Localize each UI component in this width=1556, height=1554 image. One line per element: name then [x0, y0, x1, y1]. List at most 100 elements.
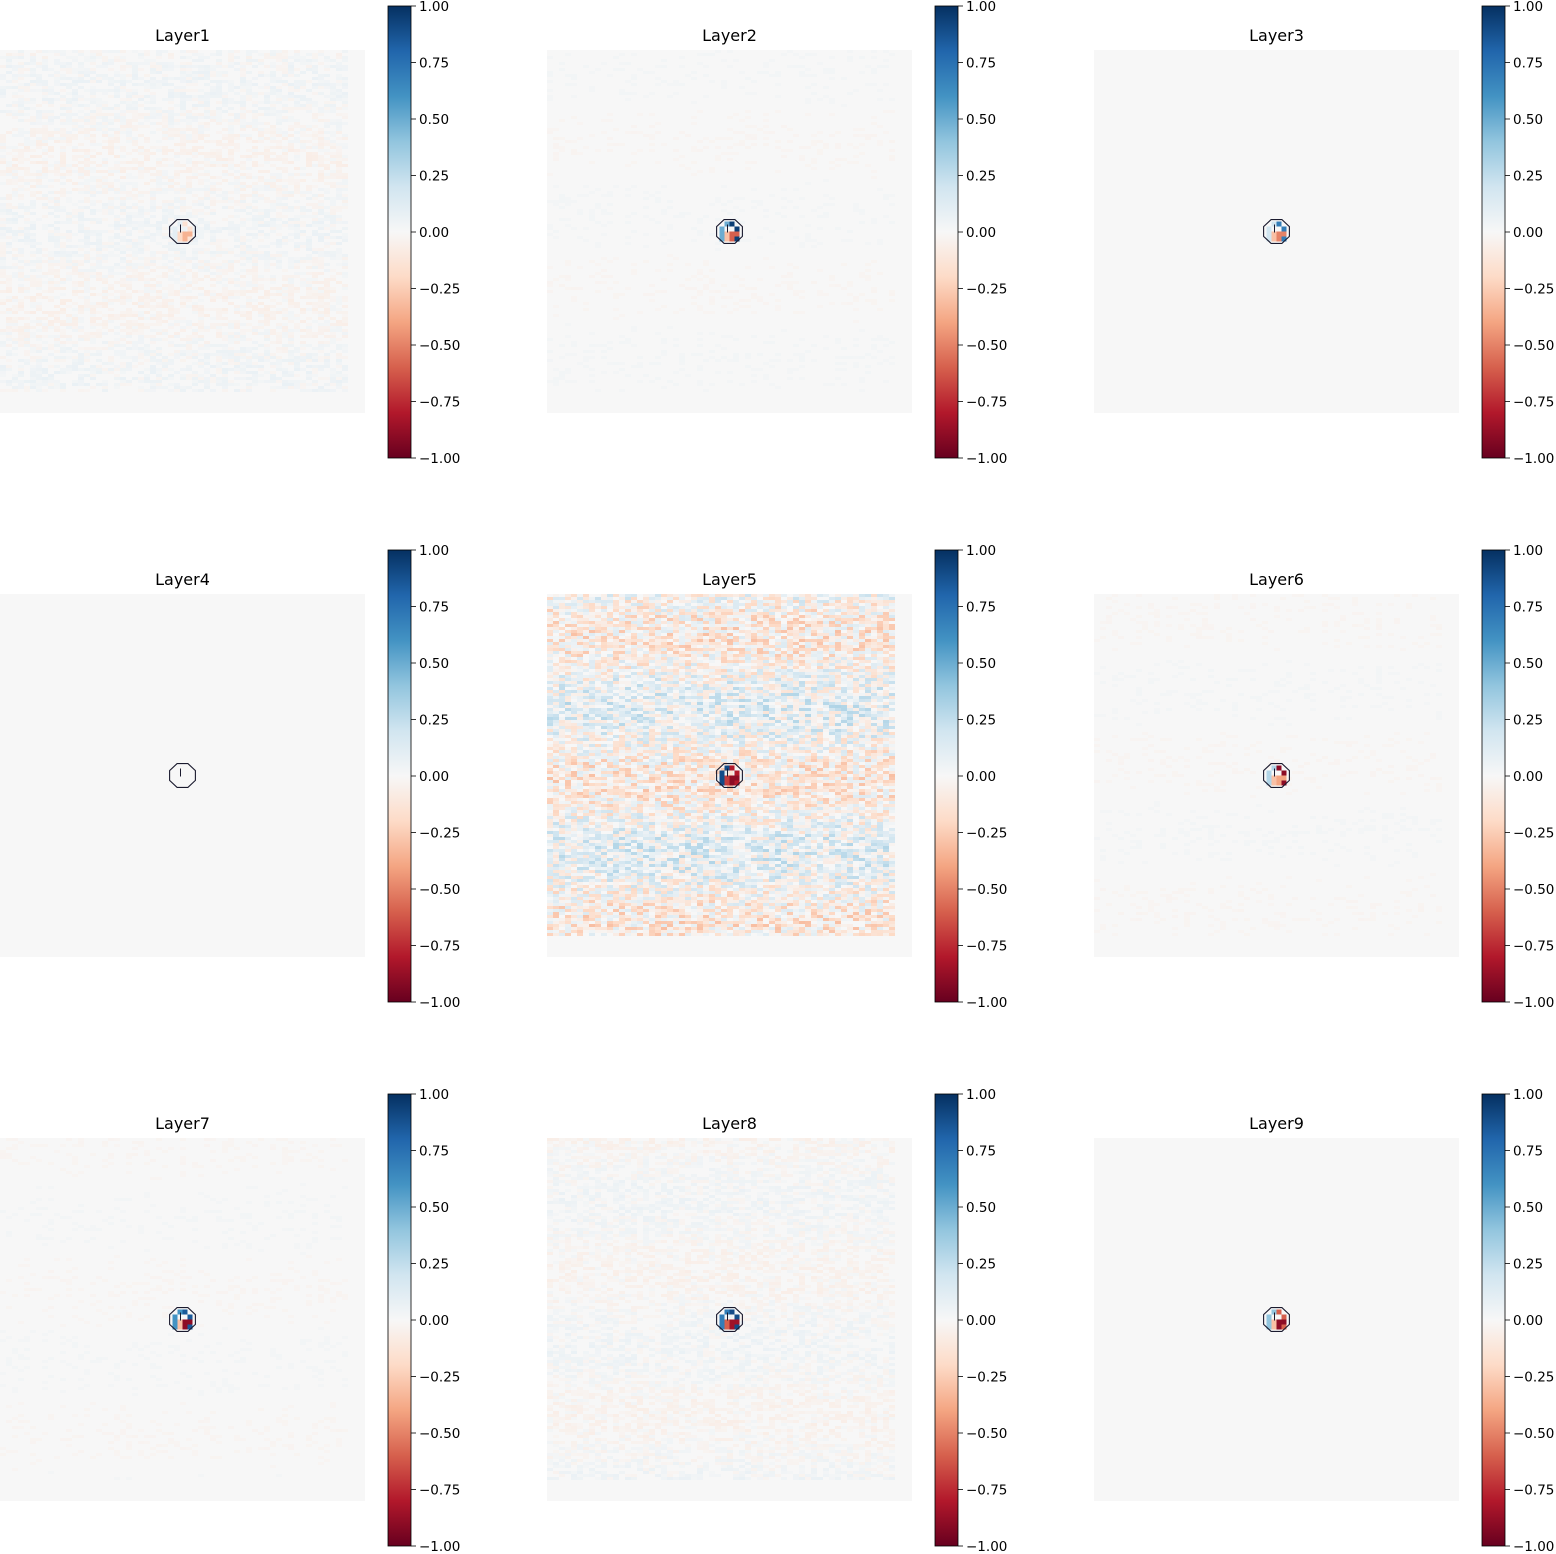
colorbar-tick-label: −0.25: [419, 1370, 460, 1386]
colorbar-tick-label: 0.00: [419, 769, 449, 785]
colorbar-tick-label: 0.25: [966, 713, 996, 729]
heatmap-noise: [547, 50, 895, 392]
heatmap-core: [169, 219, 196, 244]
colorbar: 1.00 0.75 0.50 0.25 0.00 −0.25 −0.50 −0.75 −1.00: [934, 0, 1007, 467]
colorbar-tick-label: −0.75: [966, 395, 1007, 411]
heatmap-core: [1263, 763, 1290, 788]
panel-title: Layer2: [702, 26, 757, 45]
colorbar-tick-label: 0.25: [1513, 713, 1543, 729]
colorbar: 1.00 0.75 0.50 0.25 0.00 −0.25 −0.50 −0.75 −1.00: [387, 0, 460, 467]
colorbar-tick-label: −1.00: [966, 1539, 1007, 1554]
colorbar-tick-label: 1.00: [419, 1087, 449, 1103]
colorbar-tick-label: 0.75: [1513, 56, 1543, 72]
heatmap-core: [169, 763, 196, 788]
colorbar-tick-label: 0.25: [966, 1257, 996, 1273]
core-outline: [716, 1307, 743, 1332]
colorbar-gradient: [934, 549, 959, 1003]
colorbar-gradient: [934, 5, 959, 459]
panel-title: Layer1: [155, 26, 210, 45]
panel-1: Layer1 1.00 0.75 0.50 0.25 0.00 −0.25 −0.50 −0.7…: [0, 0, 460, 467]
colorbar-tick-label: −0.75: [1513, 1483, 1554, 1499]
colorbar-tick-label: −1.00: [419, 995, 460, 1011]
heatmap-core: [716, 219, 743, 244]
heatmap-core: [716, 1307, 743, 1332]
colorbar-tick-label: −0.25: [1513, 1370, 1554, 1386]
panel-title: Layer5: [702, 570, 757, 589]
colorbar-tick-label: 0.25: [1513, 1257, 1543, 1273]
colorbar-tick-label: −1.00: [1513, 1539, 1554, 1554]
colorbar: 1.00 0.75 0.50 0.25 0.00 −0.25 −0.50 −0.75 −1.00: [387, 1087, 460, 1554]
colorbar: 1.00 0.75 0.50 0.25 0.00 −0.25 −0.50 −0.75 −1.00: [1481, 0, 1554, 467]
colorbar-tick-label: −1.00: [419, 451, 460, 467]
colorbar-gradient: [934, 1093, 959, 1547]
colorbar-tick-label: 0.50: [419, 1200, 449, 1216]
colorbar-tick-label: −0.25: [966, 1370, 1007, 1386]
colorbar-tick-label: −0.25: [1513, 282, 1554, 298]
colorbar-tick-label: −1.00: [419, 1539, 460, 1554]
colorbar-tick-label: 0.25: [419, 169, 449, 185]
colorbar-tick-label: −0.25: [966, 826, 1007, 842]
heatmap-core: [169, 1307, 196, 1332]
panel-title: Layer7: [155, 1114, 210, 1133]
colorbar: 1.00 0.75 0.50 0.25 0.00 −0.25 −0.50 −0.75 −1.00: [1481, 543, 1554, 1011]
panel-7: Layer7 1.00 0.75 0.50 0.25 0.00 −0.25 −0.50 −0.7…: [0, 1087, 460, 1554]
colorbar-tick-label: 0.00: [966, 769, 996, 785]
colorbar-tick-label: −1.00: [966, 451, 1007, 467]
colorbar: 1.00 0.75 0.50 0.25 0.00 −0.25 −0.50 −0.75 −1.00: [387, 543, 460, 1011]
heatmap-core: [716, 763, 743, 788]
panel-5: Layer5 1.00 0.75 0.50 0.25 0.00 −0.25 −0.50 −0.7…: [547, 543, 1007, 1011]
colorbar-tick-label: 1.00: [1513, 0, 1543, 15]
heatmap-noise: [1094, 594, 1442, 936]
panel-4: Layer4 1.00 0.75 0.50 0.25 0.00 −0.25 −0.50 −0.7…: [0, 543, 460, 1011]
colorbar-tick-label: −0.75: [419, 395, 460, 411]
core-outline: [1263, 1307, 1290, 1332]
colorbar-tick-label: 0.75: [1513, 1144, 1543, 1160]
colorbar-tick-label: −0.75: [966, 939, 1007, 955]
core-outline: [1263, 763, 1290, 788]
colorbar-tick-label: 0.25: [419, 1257, 449, 1273]
colorbar-tick-label: 0.75: [419, 56, 449, 72]
colorbar-gradient: [1481, 5, 1506, 459]
colorbar-tick-label: 0.00: [1513, 1313, 1543, 1329]
colorbar: 1.00 0.75 0.50 0.25 0.00 −0.25 −0.50 −0.75 −1.00: [934, 543, 1007, 1011]
colorbar-tick-label: 1.00: [966, 543, 996, 559]
colorbar-tick-label: 0.00: [419, 1313, 449, 1329]
colorbar-tick-label: −0.75: [419, 1483, 460, 1499]
colorbar-tick-label: −0.50: [966, 882, 1007, 898]
colorbar-tick-label: −1.00: [1513, 995, 1554, 1011]
colorbar-tick-label: 0.00: [1513, 769, 1543, 785]
panel-title: Layer6: [1249, 570, 1304, 589]
colorbar-tick-label: −0.25: [1513, 826, 1554, 842]
core-outline: [716, 763, 743, 788]
colorbar-gradient: [1481, 549, 1506, 1003]
colorbar-tick-label: 0.00: [966, 1313, 996, 1329]
colorbar-tick-label: 1.00: [419, 543, 449, 559]
colorbar-tick-label: 0.50: [419, 112, 449, 128]
core-outline: [1263, 219, 1290, 244]
panel-9: Layer9 1.00 0.75 0.50 0.25 0.00 −0.25 −0.50 −0.7…: [1094, 1087, 1554, 1554]
core-outline: [716, 219, 743, 244]
core-outline: [169, 763, 196, 788]
panel-3: Layer3 1.00 0.75 0.50 0.25 0.00 −0.25 −0.50 −0.7…: [1094, 0, 1554, 467]
colorbar-gradient: [387, 549, 412, 1003]
colorbar-tick-label: −0.50: [419, 338, 460, 354]
colorbar-tick-label: 0.00: [966, 225, 996, 241]
colorbar-tick-label: −0.50: [1513, 338, 1554, 354]
colorbar-tick-label: −1.00: [1513, 451, 1554, 467]
colorbar-tick-label: −0.50: [1513, 882, 1554, 898]
core-outline: [169, 1307, 196, 1332]
colorbar-tick-label: −0.25: [966, 282, 1007, 298]
colorbar-tick-label: 1.00: [1513, 543, 1543, 559]
colorbar-tick-label: −0.75: [966, 1483, 1007, 1499]
colorbar-tick-label: 0.50: [419, 656, 449, 672]
colorbar-tick-label: −0.25: [419, 282, 460, 298]
colorbar-gradient: [1481, 1093, 1506, 1547]
colorbar-tick-label: −0.50: [966, 1426, 1007, 1442]
colorbar-tick-label: 0.50: [1513, 656, 1543, 672]
panel-6: Layer6 1.00 0.75 0.50 0.25 0.00 −0.25 −0.50 −0.7…: [1094, 543, 1554, 1011]
colorbar-tick-label: 0.75: [966, 600, 996, 616]
heatmap-background: [0, 594, 365, 957]
colorbar-tick-label: 0.50: [1513, 1200, 1543, 1216]
colorbar-tick-label: 0.50: [966, 656, 996, 672]
colorbar-tick-label: 0.25: [1513, 169, 1543, 185]
